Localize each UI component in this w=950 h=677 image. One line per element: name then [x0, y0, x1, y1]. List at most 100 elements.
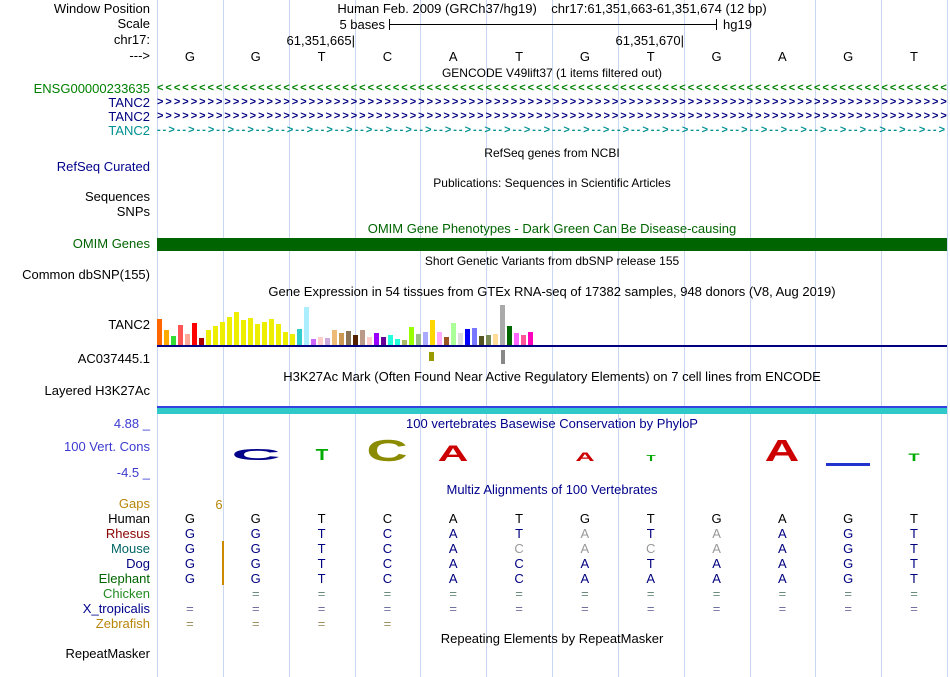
- gtex-bar[interactable]: [395, 339, 400, 345]
- gtex-bar[interactable]: [199, 338, 204, 345]
- track-label-refseq-curated[interactable]: RefSeq Curated: [56, 159, 150, 174]
- gtex-bar[interactable]: [227, 317, 232, 345]
- gtex-bar[interactable]: [276, 324, 281, 345]
- track-title-h3k27ac[interactable]: H3K27Ac Mark (Often Found Near Active Re…: [283, 369, 821, 384]
- gtex-bar[interactable]: [339, 333, 344, 345]
- gtex-bar[interactable]: [402, 340, 407, 345]
- gtex-bar[interactable]: [241, 320, 246, 345]
- species-label[interactable]: Rhesus: [105, 526, 150, 541]
- gtex-bar[interactable]: [360, 330, 365, 345]
- conservation-glyph[interactable]: T: [908, 452, 920, 464]
- species-label[interactable]: Chicken: [103, 586, 150, 601]
- track-label-repeatmasker[interactable]: RepeatMasker: [65, 646, 150, 661]
- gtex-bar[interactable]: [423, 332, 428, 345]
- alignment-row[interactable]: Elephant G G T C A C A A A A G T: [0, 571, 950, 586]
- gtex-bar[interactable]: [430, 320, 435, 345]
- h3k27ac-signal-line[interactable]: [157, 406, 947, 408]
- gtex-bar[interactable]: [171, 336, 176, 345]
- conservation-glyph[interactable]: C: [366, 433, 408, 468]
- gtex-bar[interactable]: [507, 326, 512, 345]
- h3k27ac-signal-band[interactable]: [157, 408, 947, 414]
- gtex-bar[interactable]: [381, 337, 386, 345]
- species-label[interactable]: Elephant: [98, 571, 150, 586]
- species-label[interactable]: Mouse: [110, 541, 150, 556]
- track-label-layered-h3k27ac[interactable]: Layered H3K27Ac: [44, 383, 150, 398]
- track-label-gtex-tanc2[interactable]: TANC2: [108, 317, 150, 332]
- gtex-bar[interactable]: [458, 333, 463, 345]
- alignment-row[interactable]: Mouse G G T C A C A C A A G T: [0, 541, 950, 556]
- gtex-bar[interactable]: [318, 337, 323, 345]
- track-label-ac-gene[interactable]: AC037445.1: [77, 351, 150, 366]
- gtex-bar[interactable]: [262, 322, 267, 345]
- gtex-bar[interactable]: [472, 328, 477, 345]
- gtex-bar[interactable]: [451, 323, 456, 345]
- track-title-gtex[interactable]: Gene Expression in 54 tissues from GTEx …: [268, 284, 836, 299]
- ac-gene-exon[interactable]: [429, 352, 434, 361]
- track-title-multiz[interactable]: Multiz Alignments of 100 Vertebrates: [446, 482, 658, 497]
- species-label[interactable]: X_tropicalis: [82, 601, 150, 616]
- gtex-bar[interactable]: [220, 322, 225, 345]
- gtex-bar[interactable]: [500, 305, 505, 345]
- alignment-row[interactable]: X_tropicalis = = = = = = = = = = = =: [0, 601, 950, 616]
- gtex-bar[interactable]: [290, 334, 295, 345]
- track-label-omim-genes[interactable]: OMIM Genes: [72, 236, 150, 251]
- gtex-bar[interactable]: [192, 323, 197, 345]
- gtex-bar[interactable]: [409, 327, 414, 345]
- alignment-row[interactable]: Human G G T C A T G T G A G T: [0, 511, 950, 526]
- gtex-bar[interactable]: [444, 337, 449, 345]
- gtex-bar[interactable]: [325, 338, 330, 345]
- track-label-common-dbsnp[interactable]: Common dbSNP(155): [22, 267, 150, 282]
- track-title-gencode[interactable]: GENCODE V49lift37 (1 items filtered out): [441, 66, 663, 80]
- gtex-bar[interactable]: [164, 330, 169, 345]
- gene-row-tanc2-2[interactable]: >>>>>>>>>>>>>>>>>>>>>>>>>>>>>>>>>>>>>>>>…: [157, 110, 947, 122]
- gtex-bar[interactable]: [388, 335, 393, 345]
- alignment-row[interactable]: Chicken = = = = = = = = = = =: [0, 586, 950, 601]
- ac-gene-exon[interactable]: [501, 350, 505, 364]
- gtex-bar[interactable]: [213, 326, 218, 345]
- gtex-bar[interactable]: [332, 330, 337, 345]
- species-label[interactable]: Dog: [126, 556, 150, 571]
- gtex-bar[interactable]: [283, 332, 288, 345]
- species-label[interactable]: Zebrafish: [95, 616, 150, 631]
- gtex-bar[interactable]: [367, 337, 372, 345]
- track-title-repeatmasker[interactable]: Repeating Elements by RepeatMasker: [440, 631, 664, 646]
- gtex-bar[interactable]: [178, 325, 183, 345]
- track-label-ensg[interactable]: ENSG00000233635: [33, 81, 150, 96]
- gene-row-tanc2-3[interactable]: -->-->-->-->-->-->-->-->-->-->-->-->-->-…: [157, 124, 947, 136]
- gtex-bar[interactable]: [479, 336, 484, 345]
- gtex-bar[interactable]: [353, 335, 358, 345]
- track-title-phylop[interactable]: 100 vertebrates Basewise Conservation by…: [406, 416, 698, 431]
- track-label-sequences[interactable]: Sequences: [84, 189, 150, 204]
- gtex-bar[interactable]: [486, 335, 491, 345]
- track-title-refseq[interactable]: RefSeq genes from NCBI: [484, 146, 620, 160]
- gtex-bar[interactable]: [311, 339, 316, 345]
- gtex-bar[interactable]: [234, 312, 239, 345]
- track-title-omim[interactable]: OMIM Gene Phenotypes - Dark Green Can Be…: [367, 221, 737, 236]
- gtex-bar[interactable]: [528, 332, 533, 345]
- conservation-glyph[interactable]: A: [765, 433, 800, 468]
- track-title-publications[interactable]: Publications: Sequences in Scientific Ar…: [433, 176, 671, 190]
- gtex-bar[interactable]: [297, 329, 302, 345]
- omim-genes-bar[interactable]: [157, 238, 947, 251]
- gtex-bar[interactable]: [416, 334, 421, 345]
- conservation-glyph[interactable]: A: [575, 450, 595, 464]
- gtex-bar[interactable]: [185, 334, 190, 345]
- conservation-glyph[interactable]: T: [646, 454, 656, 463]
- gtex-bar[interactable]: [269, 319, 274, 345]
- gtex-bar[interactable]: [374, 333, 379, 345]
- gtex-bar[interactable]: [521, 335, 526, 345]
- gene-row-tanc2-1[interactable]: >>>>>>>>>>>>>>>>>>>>>>>>>>>>>>>>>>>>>>>>…: [157, 96, 947, 108]
- gene-row-ensg[interactable]: <<<<<<<<<<<<<<<<<<<<<<<<<<<<<<<<<<<<<<<<…: [157, 82, 947, 94]
- conservation-glyph[interactable]: T: [315, 447, 328, 464]
- track-label-tanc2-1[interactable]: TANC2: [108, 95, 150, 110]
- track-title-dbsnp[interactable]: Short Genetic Variants from dbSNP releas…: [424, 254, 680, 268]
- alignment-row[interactable]: Rhesus G G T C A T A T A A G T: [0, 526, 950, 541]
- gtex-bar[interactable]: [346, 331, 351, 345]
- gtex-bar[interactable]: [465, 329, 470, 345]
- alignment-row[interactable]: Zebrafish = = = =: [0, 616, 950, 631]
- gtex-bar[interactable]: [248, 318, 253, 345]
- gtex-bar[interactable]: [206, 330, 211, 345]
- alignment-row[interactable]: Dog G G T C A C A T A A G T: [0, 556, 950, 571]
- conservation-glyph[interactable]: [826, 463, 871, 466]
- track-label-100-vert-cons[interactable]: 100 Vert. Cons: [64, 439, 150, 454]
